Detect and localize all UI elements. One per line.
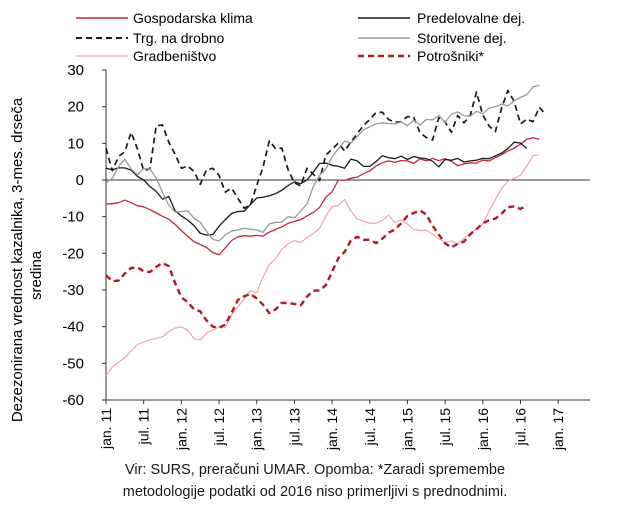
y-axis-label-line-2: sredina <box>28 250 45 300</box>
series-line-potro-niki <box>105 203 528 329</box>
plot-area <box>105 70 590 401</box>
series-line-trg-na-drobno <box>105 89 547 210</box>
y-tick-label: -10 <box>62 209 84 226</box>
y-tick-label: 0 <box>76 172 84 189</box>
y-tick-label: -40 <box>62 319 84 336</box>
legend-item: Storitvene dej. <box>358 30 507 46</box>
legend: Gospodarska klima Predelovalne dej. Trg. n… <box>76 10 525 64</box>
legend-item: Predelovalne dej. <box>358 10 525 26</box>
legend-item: Gradbeništvo <box>76 48 216 64</box>
x-tick-label: jan. 11 <box>98 408 114 450</box>
y-tick-label: -50 <box>62 355 84 372</box>
legend-item: Trg. na drobno <box>76 30 225 46</box>
x-tick-label: jan. 13 <box>249 408 265 451</box>
legend-label: Predelovalne dej. <box>417 10 525 26</box>
legend-item: Gospodarska klima <box>76 10 253 26</box>
source-note-line-1: Vir: SURS, preračuni UMAR. Opomba: *Zara… <box>124 462 506 478</box>
x-tick-label: jul. 11 <box>136 408 152 446</box>
legend-label: Gospodarska klima <box>133 10 253 26</box>
legend-label: Gradbeništvo <box>133 48 216 64</box>
legend-label: Trg. na drobno <box>133 30 225 46</box>
source-note: Vir: SURS, preračuni UMAR. Opomba: *Zara… <box>20 459 610 503</box>
series-line-predelovalne-dej <box>105 141 528 236</box>
x-tick-label: jan. 12 <box>173 408 189 451</box>
y-tick-label: -60 <box>62 392 84 409</box>
y-tick-label: -20 <box>62 245 84 262</box>
series-line-gospodarska-klima <box>106 137 540 256</box>
legend-item: Potrošniki* <box>358 48 484 64</box>
x-tick-label: jan. 15 <box>399 408 415 451</box>
x-tick-label: jul. 13 <box>286 408 302 447</box>
y-axis: 30 20 10 0 -10 -20 -30 -40 -50 -60 <box>62 62 106 409</box>
x-tick-label: jan. 17 <box>550 408 566 451</box>
x-tick-label: jan. 14 <box>324 408 340 451</box>
y-tick-label: -30 <box>62 282 84 299</box>
x-axis: jan. 11 jul. 11 jan. 12 jul. 12 jan. 13 jul. … <box>98 400 566 451</box>
x-tick-label: jul. 15 <box>437 408 453 447</box>
x-tick-label: jan. 16 <box>475 408 491 451</box>
y-tick-label: 30 <box>67 62 84 79</box>
source-note-line-2: metodologije podatki od 2016 niso primer… <box>122 484 508 500</box>
legend-label: Storitvene dej. <box>417 30 507 46</box>
y-axis-label-line-1: Dezezonirana vrednost kazalnika, 3-mes. … <box>9 97 26 422</box>
series-line-gradbeni-tvo <box>105 154 540 377</box>
x-tick-label: jul. 14 <box>362 408 378 447</box>
y-tick-label: 20 <box>67 99 84 116</box>
legend-label: Potrošniki* <box>417 48 484 64</box>
x-tick-label: jul. 12 <box>211 408 227 447</box>
series-line-storitvene-dej <box>105 84 540 242</box>
x-tick-label: jul. 16 <box>512 408 528 447</box>
y-tick-label: 10 <box>67 135 84 152</box>
